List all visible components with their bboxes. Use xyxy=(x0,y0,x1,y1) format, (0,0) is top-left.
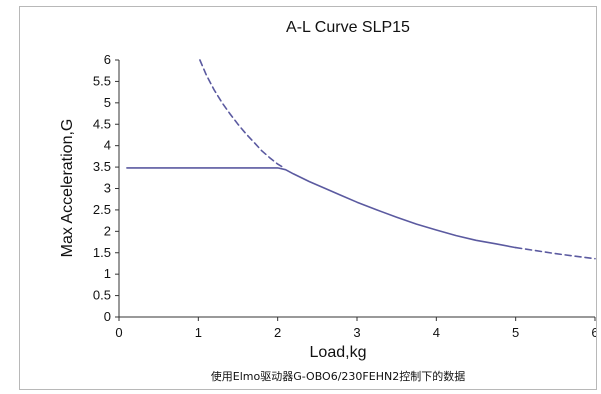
x-tick-label: 6 xyxy=(591,325,596,340)
plot-area: 0 0.5 1 1.5 2 2.5 3 3.5 4 4.5 5 5.5 6 0 1 2 3 4 5 6 xyxy=(93,52,596,340)
y-tick-label: 2 xyxy=(104,223,111,238)
x-tick-label: 3 xyxy=(353,325,360,340)
y-axis-title: Max Acceleration,G xyxy=(59,119,76,258)
x-tick-label: 2 xyxy=(274,325,281,340)
y-tick-label: 5.5 xyxy=(93,73,111,88)
y-tick-label: 2.5 xyxy=(93,202,111,217)
y-tick-label: 1.5 xyxy=(93,245,111,260)
x-axis-title: Load,kg xyxy=(310,344,367,361)
series-line-1-solid xyxy=(126,167,517,249)
x-tick-label: 5 xyxy=(512,325,519,340)
y-tick-label: 3 xyxy=(104,181,111,196)
x-tick-label: 0 xyxy=(115,325,122,340)
series-line-3-dashed xyxy=(514,246,596,260)
chart-frame: A-L Curve SLP15 0 0.5 1 1.5 2 2.5 3 3.5 4 4.5 5 5.5… xyxy=(19,6,597,390)
y-tick-label: 4.5 xyxy=(93,116,111,131)
y-tick-label: 1 xyxy=(104,266,111,281)
series-line-2-dashed xyxy=(199,59,285,169)
y-tick-label: 6 xyxy=(104,52,111,67)
y-tick-label: 4 xyxy=(104,138,111,153)
x-tick-label: 1 xyxy=(195,325,202,340)
chart: A-L Curve SLP15 0 0.5 1 1.5 2 2.5 3 3.5 4 4.5 5 5.5… xyxy=(59,19,596,383)
chart-title: A-L Curve SLP15 xyxy=(286,19,410,36)
chart-caption: 使用Elmo驱动器G-OBO6/230FEHN2控制下的数据 xyxy=(211,369,465,383)
y-tick-label: 0 xyxy=(104,309,111,324)
x-tick-label: 4 xyxy=(433,325,440,340)
y-tick-label: 0.5 xyxy=(93,288,111,303)
y-tick-label: 5 xyxy=(104,95,111,110)
y-tick-label: 3.5 xyxy=(93,159,111,174)
